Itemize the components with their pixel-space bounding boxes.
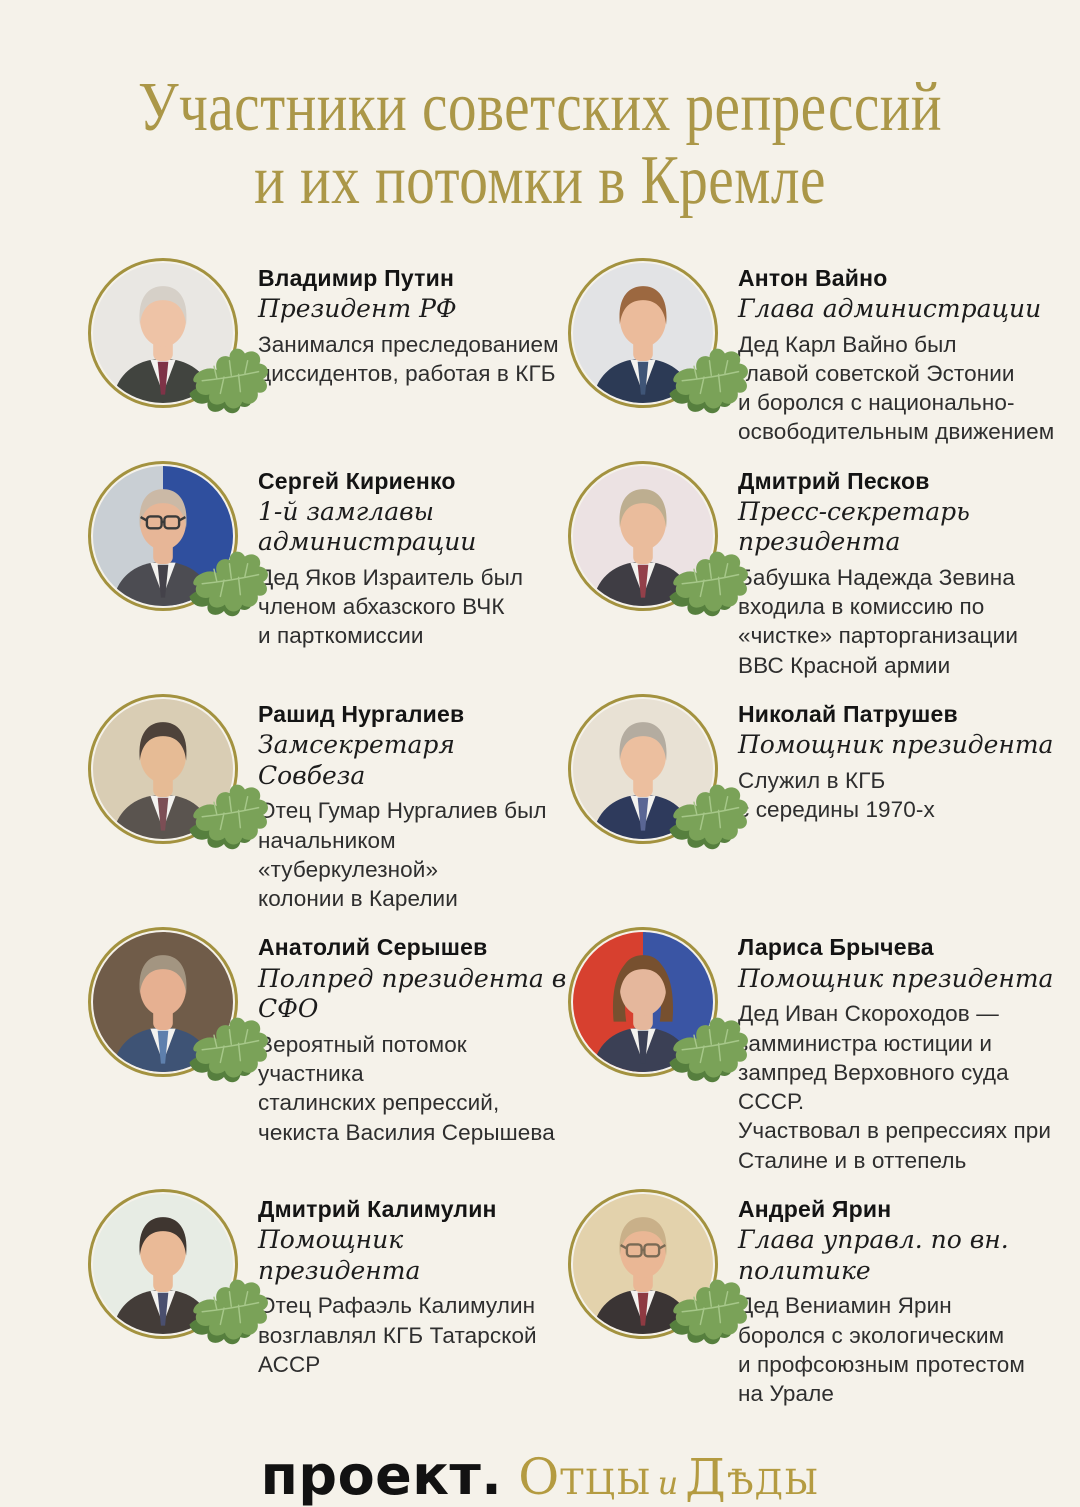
oak-leaf-icon [188, 783, 269, 850]
person-description: Отец Рафаэль Калимулин возглавлял КГБ Та… [258, 1293, 537, 1377]
person-name: Николай Патрушев [738, 700, 958, 727]
oak-leaf-icon [668, 347, 749, 414]
oak-leaf-icon [668, 550, 749, 617]
portrait [568, 460, 749, 617]
oak-leaf-icon [188, 550, 269, 617]
people-grid: Владимир Путин Президент РФ Занимался пр… [0, 257, 1080, 1409]
person-info: Анатолий Серышев Полпред президента в СФ… [258, 927, 568, 1146]
series-and: и [657, 1464, 680, 1503]
portrait [88, 927, 269, 1084]
person-entry: Рашид Нургалиев Замсекретаря Совбеза Оте… [88, 693, 568, 913]
portrait [568, 257, 749, 414]
person-role: Глава управл. по вн. политике [738, 1225, 1009, 1285]
person-role: Глава администрации [738, 294, 1042, 324]
person-info: Дмитрий Песков Пресс-секретарь президент… [738, 461, 1060, 680]
person-entry: Дмитрий Калимулин Помощник президента От… [88, 1188, 568, 1379]
person-info: Лариса Брычева Помощник президента Дед И… [738, 927, 1060, 1174]
person-name: Дмитрий Калимулин [258, 1195, 497, 1222]
person-role: Помощник президента [738, 963, 1054, 993]
portrait [88, 693, 269, 850]
person-entry: Лариса Брычева Помощник президента Дед И… [568, 927, 1060, 1174]
person-info: Антон Вайно Глава администрации Дед Карл… [738, 258, 1054, 447]
person-info: Владимир Путин Президент РФ Занимался пр… [258, 258, 559, 408]
person-info: Рашид Нургалиев Замсекретаря Совбеза Оте… [258, 694, 568, 913]
person-description: Дед Яков Израитель был членом абхазского… [258, 564, 524, 649]
person-entry: Андрей Ярин Глава управл. по вн. политик… [568, 1188, 1060, 1408]
person-description: Вероятный потомок участника сталинских р… [258, 1031, 555, 1145]
person-info: Андрей Ярин Глава управл. по вн. политик… [738, 1189, 1060, 1408]
footer-logo: проект. Отцы и Дѣды [0, 1444, 1080, 1507]
person-name: Владимир Путин [258, 264, 455, 291]
person-role: Замсекретаря Совбеза [258, 730, 455, 790]
portrait-ring [88, 257, 238, 408]
person-description: Занимался преследованием диссидентов, ра… [258, 331, 559, 386]
person-entry: Сергей Кириенко 1-й замглавы администрац… [88, 460, 568, 651]
person-name: Андрей Ярин [738, 1195, 892, 1222]
portrait-ring [568, 257, 718, 408]
person-name: Лариса Брычева [738, 934, 934, 961]
person-entry: Николай Патрушев Помощник президента Слу… [568, 693, 1060, 850]
person-name: Анатолий Серышев [258, 934, 488, 961]
person-description: Служил в КГБ с середины 1970-х [738, 767, 935, 823]
portrait [88, 460, 269, 617]
oak-leaf-icon [188, 1278, 269, 1345]
portrait [88, 257, 269, 414]
person-name: Антон Вайно [738, 264, 888, 291]
portrait [568, 927, 749, 1084]
oak-leaf-icon [668, 1017, 749, 1084]
person-description: Отец Гумар Нургалиев был начальником «ту… [258, 798, 547, 912]
person-role: Помощник президента [738, 730, 1054, 760]
person-entry: Владимир Путин Президент РФ Занимался пр… [88, 257, 568, 414]
person-role: Помощник президента [258, 1225, 421, 1285]
person-entry: Антон Вайно Глава администрации Дед Карл… [568, 257, 1060, 447]
portrait [568, 693, 749, 850]
person-info: Николай Патрушев Помощник президента Слу… [738, 694, 1053, 844]
person-description: Дед Иван Скороходов — замминистра юстици… [738, 1001, 1052, 1173]
person-description: Дед Карл Вайно был главой советской Эсто… [738, 331, 1055, 445]
person-name: Сергей Кириенко [258, 467, 456, 494]
person-info: Дмитрий Калимулин Помощник президента От… [258, 1189, 568, 1379]
portrait [88, 1188, 269, 1345]
portrait [568, 1188, 749, 1345]
person-role: Президент РФ [258, 294, 457, 324]
person-entry: Дмитрий Песков Пресс-секретарь президент… [568, 460, 1060, 680]
person-role: Пресс-секретарь президента [738, 496, 970, 557]
person-description: Бабушка Надежда Зевина входила в комисси… [738, 564, 1019, 678]
oak-leaf-icon [188, 347, 269, 414]
oak-leaf-icon [188, 1017, 269, 1084]
page-title: Участники советских репрессий и их потом… [137, 69, 943, 219]
person-name: Рашид Нургалиев [258, 700, 465, 727]
person-entry: Анатолий Серышев Полпред президента в СФ… [88, 927, 568, 1146]
person-name: Дмитрий Песков [738, 467, 930, 494]
series-title: Отцы и Дѣды [518, 1448, 820, 1507]
person-info: Сергей Кириенко 1-й замглавы администрац… [258, 461, 568, 651]
brand-wordmark: проект. [260, 1444, 503, 1507]
oak-leaf-icon [668, 1278, 749, 1345]
oak-leaf-icon [668, 783, 749, 850]
person-role: Полпред президента в СФО [258, 963, 567, 1024]
person-role: 1-й замглавы администрации [258, 496, 477, 557]
